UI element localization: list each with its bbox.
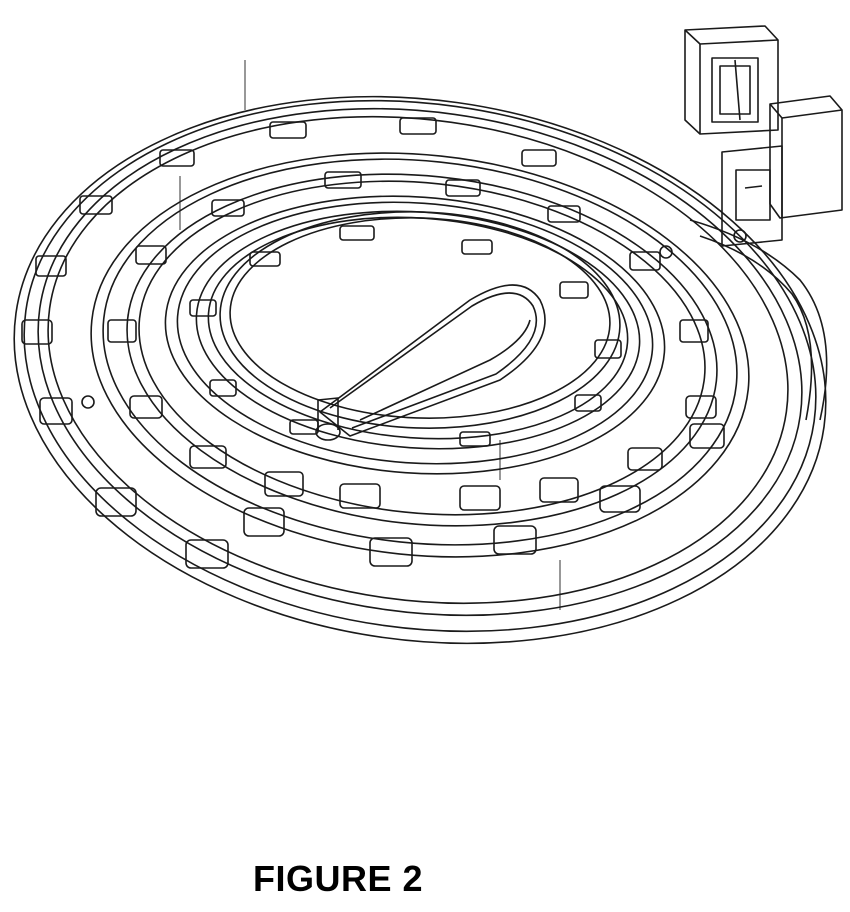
inner-slots bbox=[190, 226, 621, 446]
center-tongue bbox=[316, 285, 545, 440]
figure-caption: FIGURE 2 bbox=[0, 858, 676, 900]
seam-lines bbox=[180, 60, 560, 610]
connector-block-upper bbox=[685, 26, 778, 134]
mounting-holes bbox=[82, 230, 746, 408]
patent-drawing bbox=[0, 0, 850, 700]
outer-band bbox=[0, 46, 850, 694]
inner-band bbox=[156, 180, 674, 490]
middle-slots bbox=[108, 172, 716, 510]
tail-strap bbox=[690, 220, 827, 420]
